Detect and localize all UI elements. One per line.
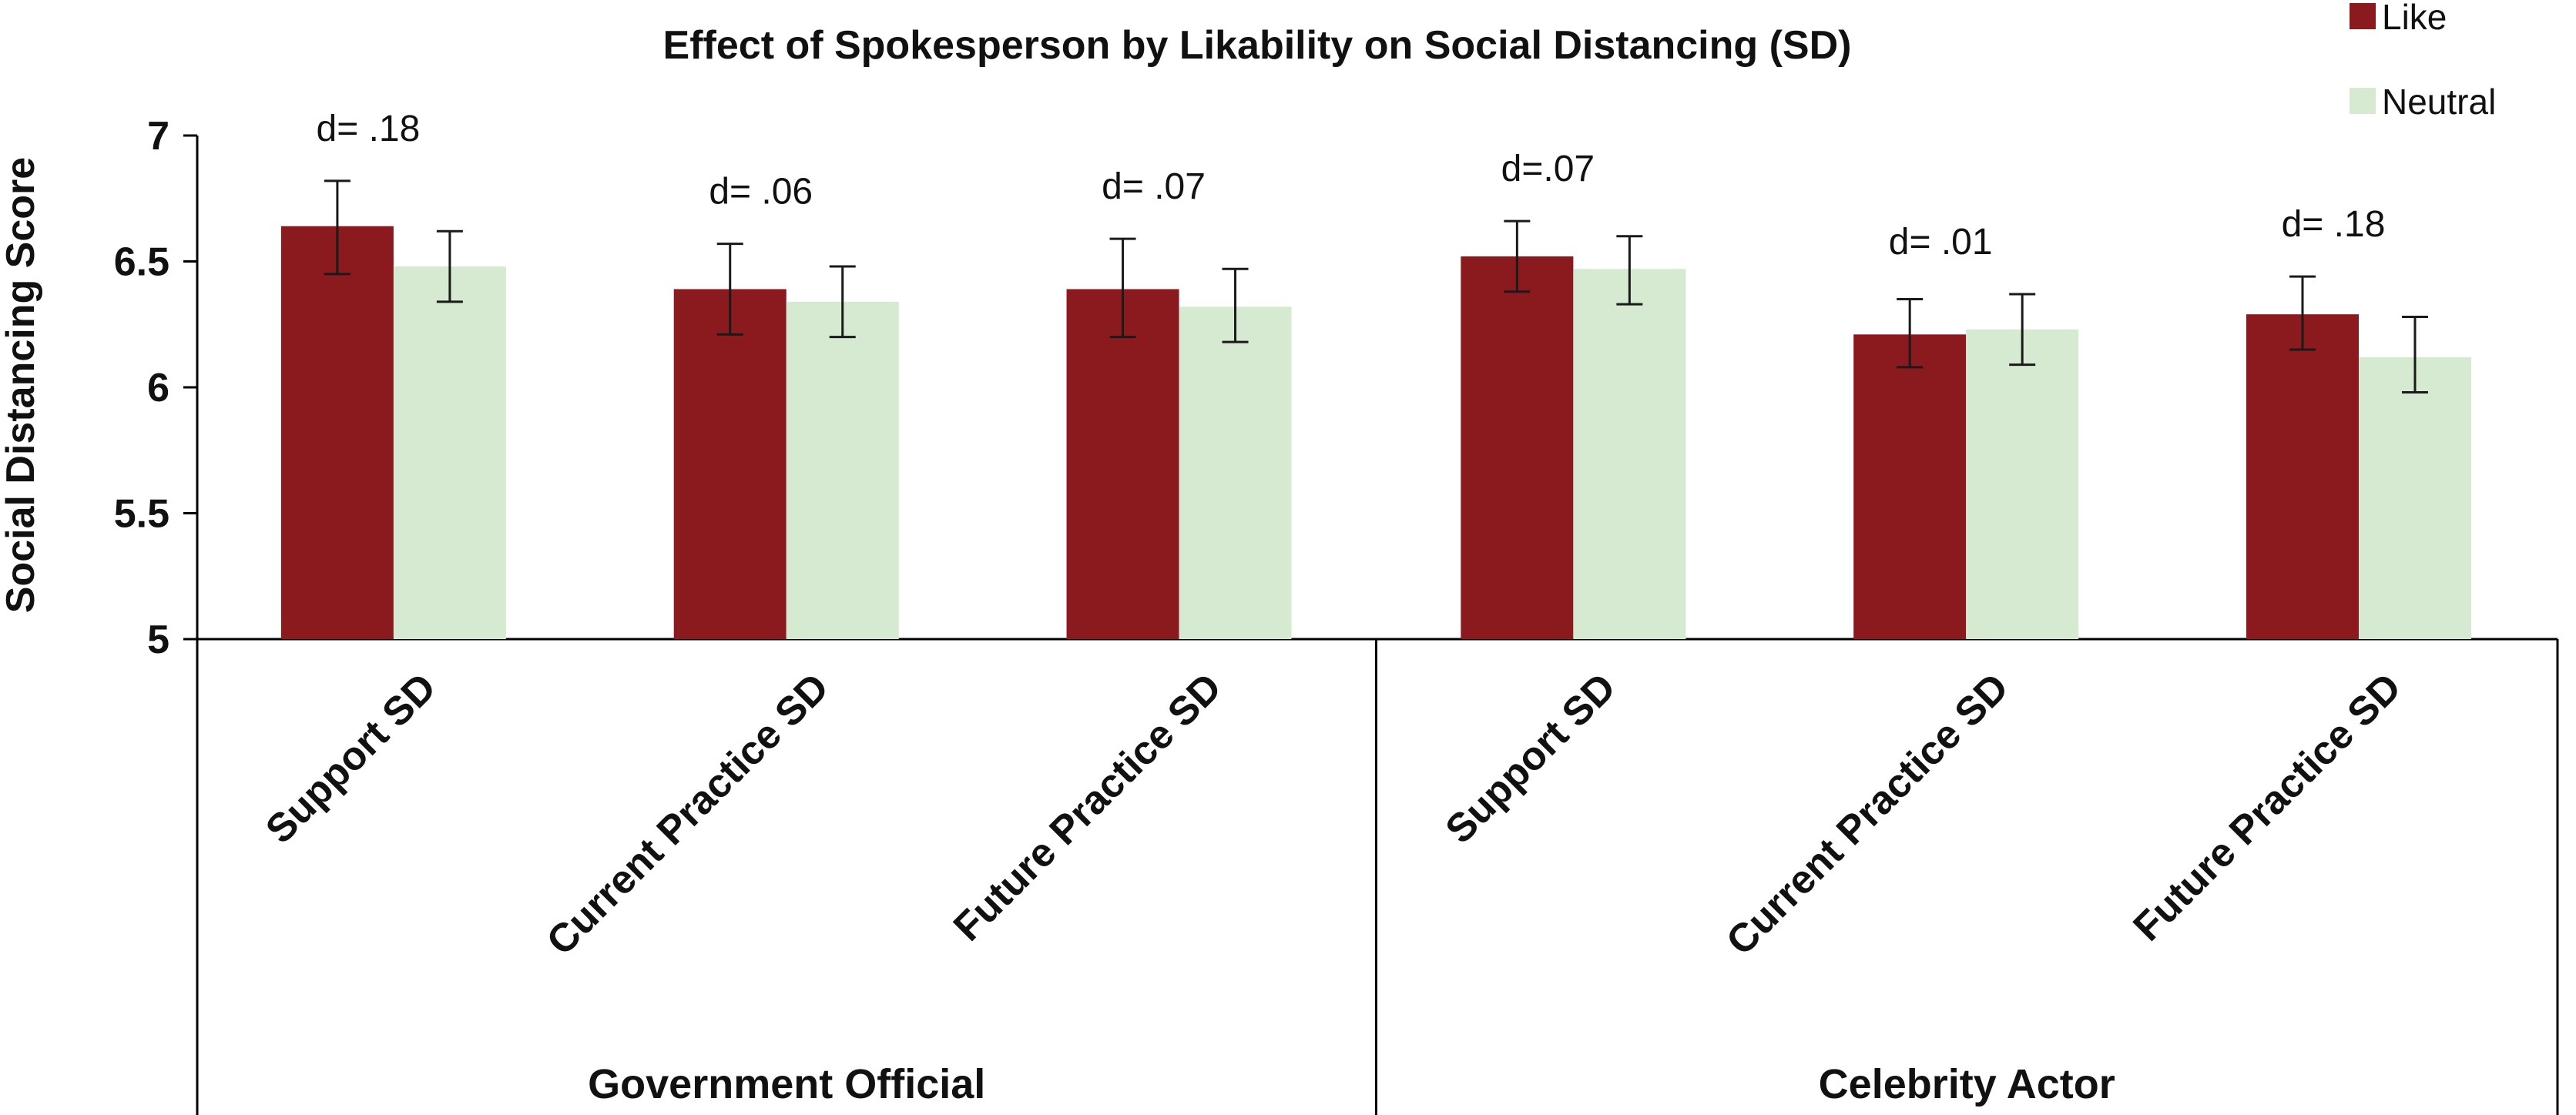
y-tick-label: 7 <box>147 114 169 159</box>
bar-neutral <box>1573 269 1686 639</box>
legend-label-neutral: Neutral <box>2382 82 2496 122</box>
y-tick-label: 5 <box>147 618 169 662</box>
bar-like <box>2246 314 2359 639</box>
effect-size-label: d= .07 <box>1102 166 1206 207</box>
y-tick-label: 6 <box>147 366 169 410</box>
bar-like <box>1461 256 1574 639</box>
x-tick-label: Current Practice SD <box>538 665 837 963</box>
legend-label-like: Like <box>2382 0 2447 37</box>
x-tick-label: Current Practice SD <box>1718 665 2017 963</box>
bar-neutral <box>2358 357 2471 639</box>
bar-like <box>1853 334 1967 639</box>
effect-size-label: d=.07 <box>1501 149 1595 189</box>
effect-size-label: d= .01 <box>1889 222 1993 263</box>
bar-neutral <box>393 266 506 639</box>
effect-size-label: d= .18 <box>2282 204 2386 245</box>
x-tick-label: Future Practice SD <box>945 665 1230 949</box>
bar-neutral <box>786 301 899 639</box>
plot-area: 5 5.5 6 6.5 7 Government Official Celebrity Ac… <box>114 109 2559 1115</box>
bar-neutral <box>1966 329 2079 639</box>
bar-neutral <box>1179 306 1292 639</box>
group-label: Celebrity Actor <box>1819 1061 2115 1107</box>
legend-swatch-like <box>2350 3 2376 29</box>
x-tick-label: Future Practice SD <box>2125 665 2410 949</box>
x-tick-label: Support SD <box>1437 665 1625 852</box>
y-tick-label: 6.5 <box>114 240 169 285</box>
effect-size-label: d= .18 <box>317 109 421 149</box>
legend: Like Neutral <box>2350 0 2496 122</box>
y-axis-label: Social Distancing Score <box>0 157 43 613</box>
bar-like <box>280 226 394 640</box>
y-tick-label: 5.5 <box>114 492 169 537</box>
legend-swatch-neutral <box>2350 88 2376 114</box>
effect-size-label: d= .06 <box>709 172 813 213</box>
bar-like <box>1066 289 1179 639</box>
group-label: Government Official <box>588 1061 985 1107</box>
x-tick-label: Support SD <box>257 665 444 852</box>
bar-like <box>673 289 787 639</box>
chart-title: Effect of Spokesperson by Likability on … <box>663 23 1852 68</box>
